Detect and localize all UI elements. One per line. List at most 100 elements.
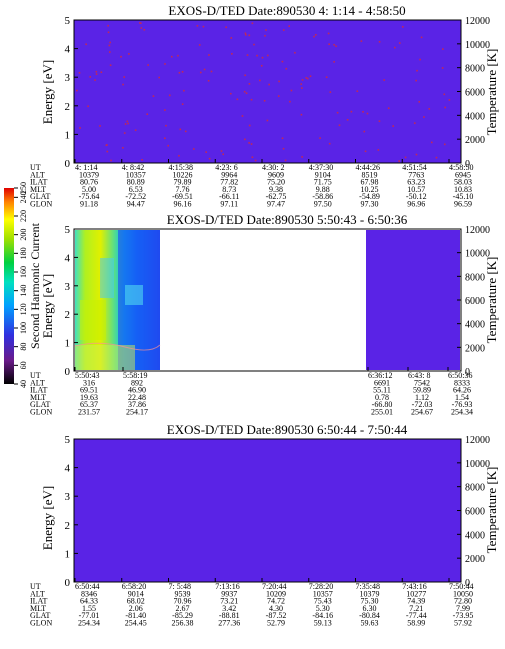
noise-dot: [377, 149, 380, 151]
noise-dot: [126, 120, 129, 123]
y-tick-label: 1: [65, 548, 71, 560]
y2-tick-label: 6000: [465, 88, 485, 99]
noise-dot: [256, 54, 258, 57]
noise-dot: [76, 89, 78, 92]
noise-dot: [328, 142, 331, 145]
noise-dot: [105, 144, 108, 147]
noise-dot: [152, 95, 155, 97]
table-cell: 80.76: [80, 178, 98, 187]
table-cell: -81.40: [125, 611, 146, 620]
noise-dot: [196, 25, 199, 27]
panel-1: EXOS-D/TED Date:890530 4: 1:14 - 4:58:50…: [30, 3, 499, 209]
table-cell: -77.44: [406, 611, 427, 620]
noise-dot: [123, 132, 126, 134]
table-row-label: ALT: [30, 170, 45, 179]
y2-tick-label: 12000: [465, 16, 490, 27]
noise-dot: [207, 79, 210, 82]
table-cell: 2.67: [176, 604, 190, 613]
panel-1-plot-area: [73, 19, 462, 164]
table-cell: 9937: [221, 589, 237, 598]
noise-dot: [362, 111, 364, 113]
noise-dot: [95, 70, 98, 73]
table-cell: 7:20:44: [262, 582, 286, 591]
y-tick-label: 1: [65, 129, 71, 141]
table-cell: -76.93: [452, 400, 473, 409]
noise-dot: [301, 87, 303, 89]
y-tick-label: 3: [65, 72, 71, 84]
noise-dot: [444, 106, 446, 109]
table-cell: 55.11: [373, 386, 391, 395]
noise-dot: [110, 159, 112, 162]
panel-3-ylabel: Energy [eV]: [40, 486, 55, 550]
table-cell: 7542: [414, 378, 430, 387]
table-cell: 4:44:26: [356, 163, 380, 172]
noise-dot: [301, 156, 303, 158]
noise-dot: [198, 44, 201, 46]
noise-dot: [387, 107, 390, 109]
table-row-label: ILAT: [30, 597, 47, 606]
noise-dot: [109, 64, 112, 67]
table-cell: 96.59: [454, 200, 472, 209]
table-cell: 3.42: [222, 604, 236, 613]
table-cell: 97.47: [267, 200, 285, 209]
noise-dot: [309, 75, 312, 78]
noise-dot: [178, 71, 181, 74]
table-cell: 7:13:16: [215, 582, 239, 591]
noise-dot: [442, 48, 444, 50]
table-cell: 2.06: [129, 604, 143, 613]
table-cell: 71.75: [314, 178, 332, 187]
noise-dot: [109, 41, 111, 44]
table-cell: 254.67: [411, 408, 433, 417]
noise-dot: [208, 54, 210, 56]
table-cell: -66.80: [372, 400, 393, 409]
noise-dot: [170, 55, 173, 58]
table-cell: 57.92: [454, 619, 472, 628]
noise-dot: [178, 154, 180, 157]
noise-dot: [266, 119, 269, 122]
table-row-label: MLT: [30, 393, 46, 402]
colorbar-tick-label: 120: [19, 303, 28, 315]
y2-tick-label: 4000: [465, 111, 485, 122]
table-cell: 74.72: [267, 597, 285, 606]
noise-dot: [430, 141, 433, 144]
noise-dot: [244, 138, 246, 141]
noise-dot: [134, 129, 137, 132]
noise-dot: [146, 113, 149, 116]
noise-dot: [423, 116, 425, 118]
table-cell: -54.89: [359, 192, 380, 201]
noise-dot: [325, 76, 328, 79]
colorbar-tick-label: 80: [19, 343, 28, 351]
table-cell: 75.30: [361, 597, 379, 606]
noise-dot: [250, 143, 253, 145]
noise-dot: [404, 156, 407, 159]
table-cell: 72.80: [454, 597, 472, 606]
noise-dot: [289, 100, 291, 103]
table-cell: 7: 5:48: [169, 582, 191, 591]
table-cell: 4: 1:14: [75, 163, 97, 172]
panel-3-y-axis: 0 1 2 3 4 5: [65, 434, 78, 589]
table-row-label: GLAT: [30, 192, 51, 201]
table-row-label: GLAT: [30, 611, 51, 620]
noise-dot: [210, 70, 213, 73]
table-cell: -69.51: [172, 192, 193, 201]
noise-dot: [288, 25, 290, 27]
table-row-label: UT: [30, 582, 41, 591]
y2-tick-label: 10000: [465, 40, 490, 51]
table-cell: 316: [83, 378, 95, 387]
noise-dot: [106, 150, 109, 153]
colorbar-tick-label: 140: [19, 285, 28, 297]
noise-dot: [335, 45, 337, 48]
noise-dot: [415, 79, 417, 82]
table-row-label: MLT: [30, 185, 46, 194]
noise-dot: [85, 43, 87, 46]
table-cell: 4:51:54: [402, 163, 426, 172]
colorbar-tick-label: 250: [19, 182, 28, 194]
y-tick-label: 0: [65, 158, 71, 170]
table-cell: 231.57: [78, 408, 100, 417]
panel-2-ylabel: Energy [eV]: [40, 274, 55, 338]
y-tick-label: 2: [65, 309, 71, 321]
noise-dot: [140, 27, 143, 29]
panel-2-spectrum-segment-2: [366, 230, 460, 370]
table-cell: 96.96: [407, 200, 425, 209]
